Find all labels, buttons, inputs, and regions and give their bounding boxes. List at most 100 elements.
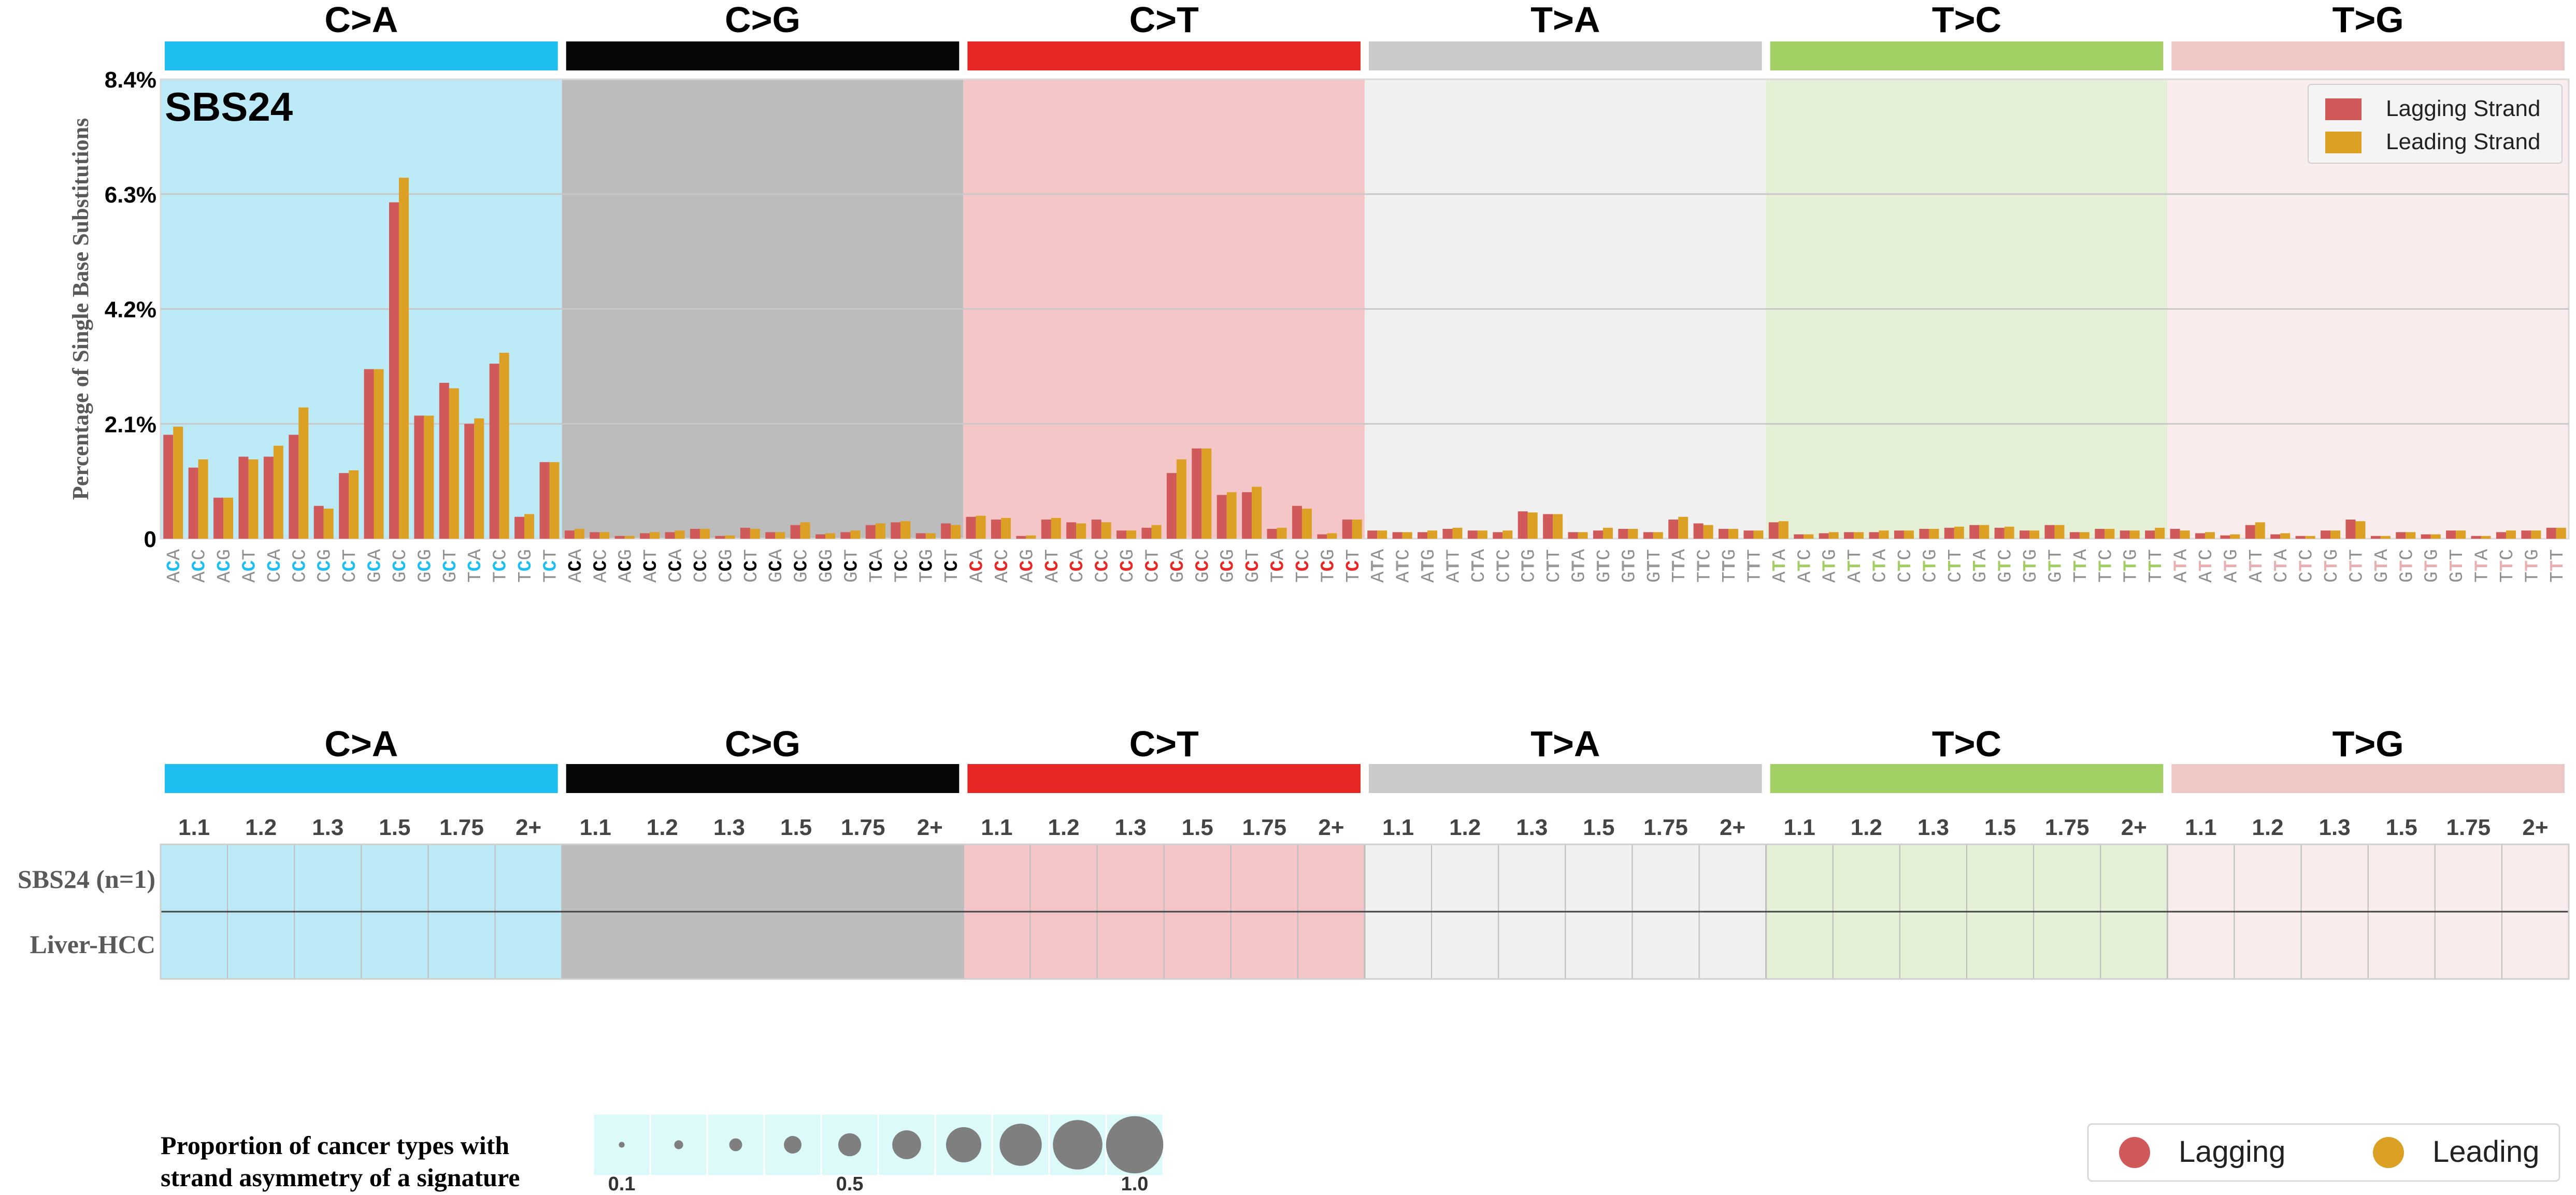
table-column-label-5-3: 1.5: [2386, 815, 2417, 840]
table-column-label-3-5: 2+: [1720, 815, 1745, 840]
y-tick-label-0: 0: [144, 527, 156, 552]
x-tick-label-7: CCT: [339, 549, 361, 583]
lagging-bar-73: [1994, 527, 2005, 539]
x-tick-base-mid: C: [841, 560, 862, 572]
x-tick-base-3: A: [1167, 549, 1189, 560]
x-tick-label-95: TTT: [2547, 549, 2568, 583]
x-tick-base-3: C: [2497, 549, 2518, 560]
x-tick-base-mid: T: [1794, 560, 1815, 572]
lagging-bar-0: [163, 435, 174, 539]
table-column-label-5-1: 1.2: [2252, 815, 2283, 840]
table-group-label-0: C>A: [324, 724, 398, 764]
table-group-bar-2: [967, 764, 1361, 793]
lagging-bar-91: [2446, 530, 2456, 539]
x-tick-base-3: T: [239, 549, 260, 560]
x-tick-base-mid: T: [1820, 560, 1841, 572]
table-group-bar-0: [165, 764, 558, 793]
top-group-label-5: T>G: [2332, 0, 2404, 40]
x-tick-label-24: GCA: [766, 549, 787, 583]
leading-bar-31: [951, 525, 961, 539]
x-tick-base-5: G: [816, 571, 837, 583]
x-tick-base-5: G: [1192, 571, 1213, 583]
lagging-bar-22: [715, 536, 725, 539]
x-tick-base-3: T: [2547, 549, 2568, 560]
x-tick-base-mid: C: [766, 560, 787, 572]
lagging-bar-71: [1944, 527, 1954, 539]
x-tick-base-mid: C: [1017, 560, 1038, 572]
leading-bar-64: [1778, 521, 1788, 539]
x-tick-base-3: G: [816, 549, 837, 560]
lagging-bar-6: [313, 506, 324, 539]
x-tick-base-mid: C: [1268, 560, 1289, 572]
table-column-label-4-0: 1.1: [1784, 815, 1815, 840]
x-tick-base-5: C: [1067, 571, 1088, 583]
lagging-bar-62: [1719, 528, 1729, 539]
x-tick-base-5: T: [2121, 571, 2142, 583]
lagging-bar-30: [915, 533, 926, 539]
x-tick-base-3: G: [1920, 549, 1941, 560]
x-tick-base-mid: T: [1468, 560, 1490, 572]
leading-bar-40: [1176, 459, 1186, 539]
x-tick-base-mid: C: [1293, 560, 1314, 572]
lagging-bar-75: [2044, 525, 2055, 539]
x-tick-base-mid: T: [2547, 560, 2568, 572]
series-legend-swatch-0: [2325, 98, 2362, 120]
leading-bar-69: [1904, 530, 1914, 539]
lagging-bar-34: [1016, 536, 1026, 539]
x-tick-base-mid: C: [741, 560, 762, 572]
leading-bar-20: [675, 530, 685, 539]
leading-bar-53: [1502, 530, 1513, 539]
x-tick-base-3: G: [2020, 549, 2041, 560]
table-column-label-1-3: 1.5: [780, 815, 812, 840]
table-column-label-0-2: 1.3: [312, 815, 344, 840]
leading-bar-71: [1954, 526, 1964, 539]
proportion-circle-3: [784, 1136, 802, 1154]
x-tick-base-3: A: [1368, 549, 1389, 560]
x-tick-label-58: GTG: [1619, 549, 1640, 583]
leading-bar-78: [2129, 530, 2140, 539]
x-tick-base-mid: T: [1644, 560, 1665, 572]
leading-bar-90: [2430, 534, 2441, 539]
top-group-label-0: C>A: [324, 0, 398, 40]
x-tick-base-mid: T: [1418, 560, 1439, 572]
x-tick-base-3: A: [1669, 549, 1690, 560]
x-tick-base-mid: C: [515, 560, 536, 572]
x-tick-label-15: TCT: [540, 549, 561, 583]
proportion-circle-0: [619, 1142, 625, 1148]
x-tick-base-mid: C: [214, 560, 235, 572]
x-tick-label-20: CCA: [666, 549, 687, 583]
series-legend-label-0: Lagging Strand: [2386, 96, 2540, 121]
x-tick-base-mid: C: [490, 560, 511, 572]
leading-bar-66: [1828, 532, 1839, 539]
leading-bar-72: [1979, 525, 1990, 539]
x-tick-base-mid: C: [816, 560, 837, 572]
x-tick-base-3: G: [1017, 549, 1038, 560]
x-tick-base-5: G: [1995, 571, 2016, 583]
x-tick-base-5: T: [941, 571, 963, 583]
x-tick-base-mid: T: [2396, 560, 2417, 572]
table-column-label-0-3: 1.5: [379, 815, 410, 840]
x-tick-label-81: ATC: [2196, 549, 2217, 583]
y-tick-label-4: 8.4%: [105, 67, 156, 93]
leading-bar-49: [1402, 532, 1412, 539]
leading-bar-48: [1377, 530, 1387, 539]
leading-bar-32: [976, 515, 986, 539]
leading-bar-22: [725, 535, 735, 539]
x-tick-base-3: G: [2522, 549, 2543, 560]
x-tick-base-5: T: [891, 571, 912, 583]
leading-bar-16: [574, 528, 584, 539]
leading-bar-95: [2556, 527, 2566, 539]
x-tick-base-mid: C: [264, 560, 285, 572]
x-tick-label-1: ACC: [189, 549, 210, 583]
proportion-circle-5: [892, 1130, 921, 1159]
proportion-circle-2: [729, 1138, 742, 1151]
x-tick-base-3: G: [917, 549, 938, 560]
x-tick-base-5: G: [1569, 571, 1590, 583]
lagging-bar-82: [2220, 535, 2230, 539]
x-tick-base-3: T: [1443, 549, 1464, 560]
x-tick-label-57: GTC: [1594, 549, 1615, 583]
series-legend-label-1: Leading Strand: [2386, 129, 2540, 154]
lagging-bar-39: [1141, 527, 1152, 539]
x-tick-base-5: G: [2045, 571, 2066, 583]
x-tick-label-6: CCG: [314, 549, 336, 583]
